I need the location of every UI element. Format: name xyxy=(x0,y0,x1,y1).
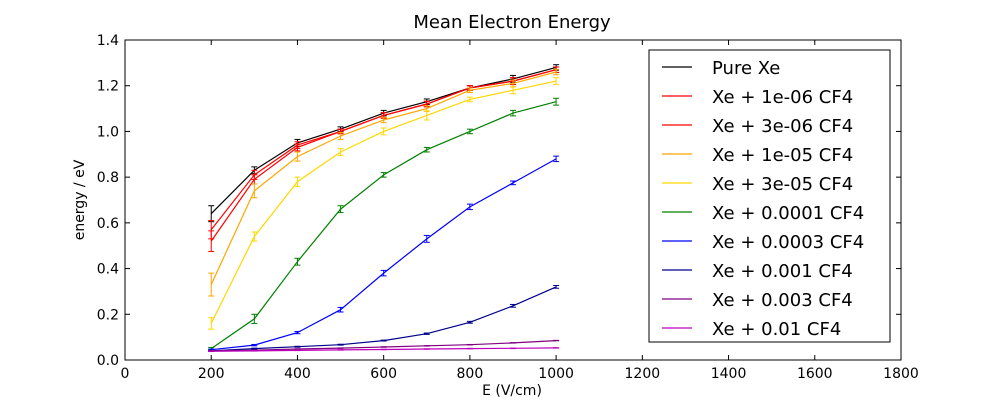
data-point-errorbar xyxy=(380,269,387,277)
legend-label: Xe + 3e-05 CF4 xyxy=(712,174,853,195)
data-point-errorbar xyxy=(294,345,301,348)
series-5 xyxy=(208,97,560,351)
data-point-errorbar xyxy=(251,313,258,324)
x-tick-label: 600 xyxy=(370,366,397,382)
legend-entry: Pure Xe xyxy=(662,58,780,79)
legend-label: Xe + 1e-05 CF4 xyxy=(712,145,853,166)
plot-frame xyxy=(124,39,902,361)
x-tick-label: 1000 xyxy=(538,366,574,382)
data-point-errorbar xyxy=(294,176,301,187)
data-point-errorbar xyxy=(510,303,516,308)
data-point-errorbar xyxy=(466,203,473,211)
legend-label: Xe + 3e-06 CF4 xyxy=(712,116,853,137)
y-tick-label: 1.0 xyxy=(97,124,119,140)
data-point-errorbar xyxy=(466,96,473,103)
legend-entry: Xe + 3e-05 CF4 xyxy=(662,174,853,195)
data-point-errorbar xyxy=(466,128,473,135)
x-tick-label: 800 xyxy=(457,366,484,382)
legend-label: Xe + 0.001 CF4 xyxy=(712,261,853,282)
data-point-errorbar xyxy=(423,332,430,335)
legend-entry: Xe + 0.01 CF4 xyxy=(662,319,841,340)
y-tick-label: 0.6 xyxy=(97,216,119,232)
x-tick-label: 400 xyxy=(284,366,311,382)
y-tick-label: 0.0 xyxy=(97,353,119,369)
legend-label: Xe + 0.003 CF4 xyxy=(712,290,853,311)
plot-series xyxy=(208,64,560,353)
legend-label: Xe + 0.0003 CF4 xyxy=(712,232,864,253)
legend-label: Xe + 0.0001 CF4 xyxy=(712,203,864,224)
legend-entry: Xe + 0.001 CF4 xyxy=(662,261,853,282)
data-point-errorbar xyxy=(423,234,430,243)
x-tick-label: 1600 xyxy=(797,366,833,382)
data-point-errorbar xyxy=(337,343,344,346)
y-tick-label: 0.8 xyxy=(97,170,119,186)
x-tick-label: 1800 xyxy=(883,366,919,382)
series-6 xyxy=(208,155,560,351)
legend-label: Xe + 1e-06 CF4 xyxy=(712,87,853,108)
x-axis-ticks: 0 200 400 600 800 1000 1200 1400 1600 1800 xyxy=(121,40,919,382)
legend-entry: Xe + 0.0001 CF4 xyxy=(662,203,864,224)
x-axis-label: E (V/cm) xyxy=(482,383,542,399)
data-point-errorbar xyxy=(423,110,430,121)
legend-entry: Xe + 1e-06 CF4 xyxy=(662,87,853,108)
data-point-errorbar xyxy=(380,127,387,136)
series-9 xyxy=(208,347,560,353)
data-point-errorbar xyxy=(337,306,344,313)
legend-items: Pure Xe Xe + 1e-06 CF4 Xe + 3e-06 CF4 Xe + … xyxy=(662,58,864,340)
data-point-errorbar xyxy=(251,343,258,347)
data-point-errorbar xyxy=(380,339,387,342)
chart-title: Mean Electron Energy xyxy=(413,12,611,33)
data-point-errorbar xyxy=(553,155,560,163)
data-point-errorbar xyxy=(208,317,215,330)
y-tick-label: 0.2 xyxy=(97,307,119,323)
data-point-errorbar xyxy=(553,97,560,106)
data-point-errorbar xyxy=(294,257,301,266)
data-point-errorbar xyxy=(294,151,301,162)
data-point-errorbar xyxy=(337,132,344,140)
legend-entry: Xe + 1e-05 CF4 xyxy=(662,145,853,166)
data-point-errorbar xyxy=(553,284,560,289)
data-point-errorbar xyxy=(251,347,258,350)
data-point-errorbar xyxy=(208,272,215,297)
y-axis-ticks: 0.0 0.2 0.4 0.6 0.8 1.0 1.2 1.4 xyxy=(97,33,901,369)
y-axis-label: energy / eV xyxy=(72,159,88,240)
series-4 xyxy=(208,77,560,330)
series-8 xyxy=(208,339,560,352)
legend-box xyxy=(648,49,891,343)
x-tick-label: 1400 xyxy=(711,366,747,382)
data-point-errorbar xyxy=(337,148,344,156)
series-7 xyxy=(208,284,560,352)
data-point-errorbar xyxy=(553,77,560,86)
legend: Pure Xe Xe + 1e-06 CF4 Xe + 3e-06 CF4 Xe + … xyxy=(648,49,891,343)
data-point-errorbar xyxy=(251,231,258,242)
data-point-errorbar xyxy=(208,230,215,252)
data-point-errorbar xyxy=(251,183,258,199)
data-point-errorbar xyxy=(380,116,387,124)
data-point-errorbar xyxy=(423,146,430,153)
data-point-errorbar xyxy=(510,86,516,95)
x-tick-label: 0 xyxy=(121,366,130,382)
legend-entry: Xe + 0.0003 CF4 xyxy=(662,232,864,253)
data-point-errorbar xyxy=(380,172,387,178)
y-tick-label: 1.4 xyxy=(97,33,119,49)
data-point-errorbar xyxy=(510,109,516,117)
data-point-errorbar xyxy=(466,320,473,324)
data-point-errorbar xyxy=(510,180,516,186)
data-point-errorbar xyxy=(553,68,560,76)
legend-label: Xe + 0.01 CF4 xyxy=(712,319,841,340)
data-point-errorbar xyxy=(466,87,473,94)
data-point-errorbar xyxy=(294,330,301,335)
data-point-errorbar xyxy=(294,143,301,152)
x-tick-label: 200 xyxy=(198,366,225,382)
legend-entry: Xe + 0.003 CF4 xyxy=(662,290,853,311)
x-tick-label: 1200 xyxy=(625,366,661,382)
legend-entry: Xe + 3e-06 CF4 xyxy=(662,116,853,137)
legend-label: Pure Xe xyxy=(712,58,780,79)
y-tick-label: 0.4 xyxy=(97,262,119,278)
data-point-errorbar xyxy=(337,205,344,214)
y-tick-label: 1.2 xyxy=(97,79,119,95)
